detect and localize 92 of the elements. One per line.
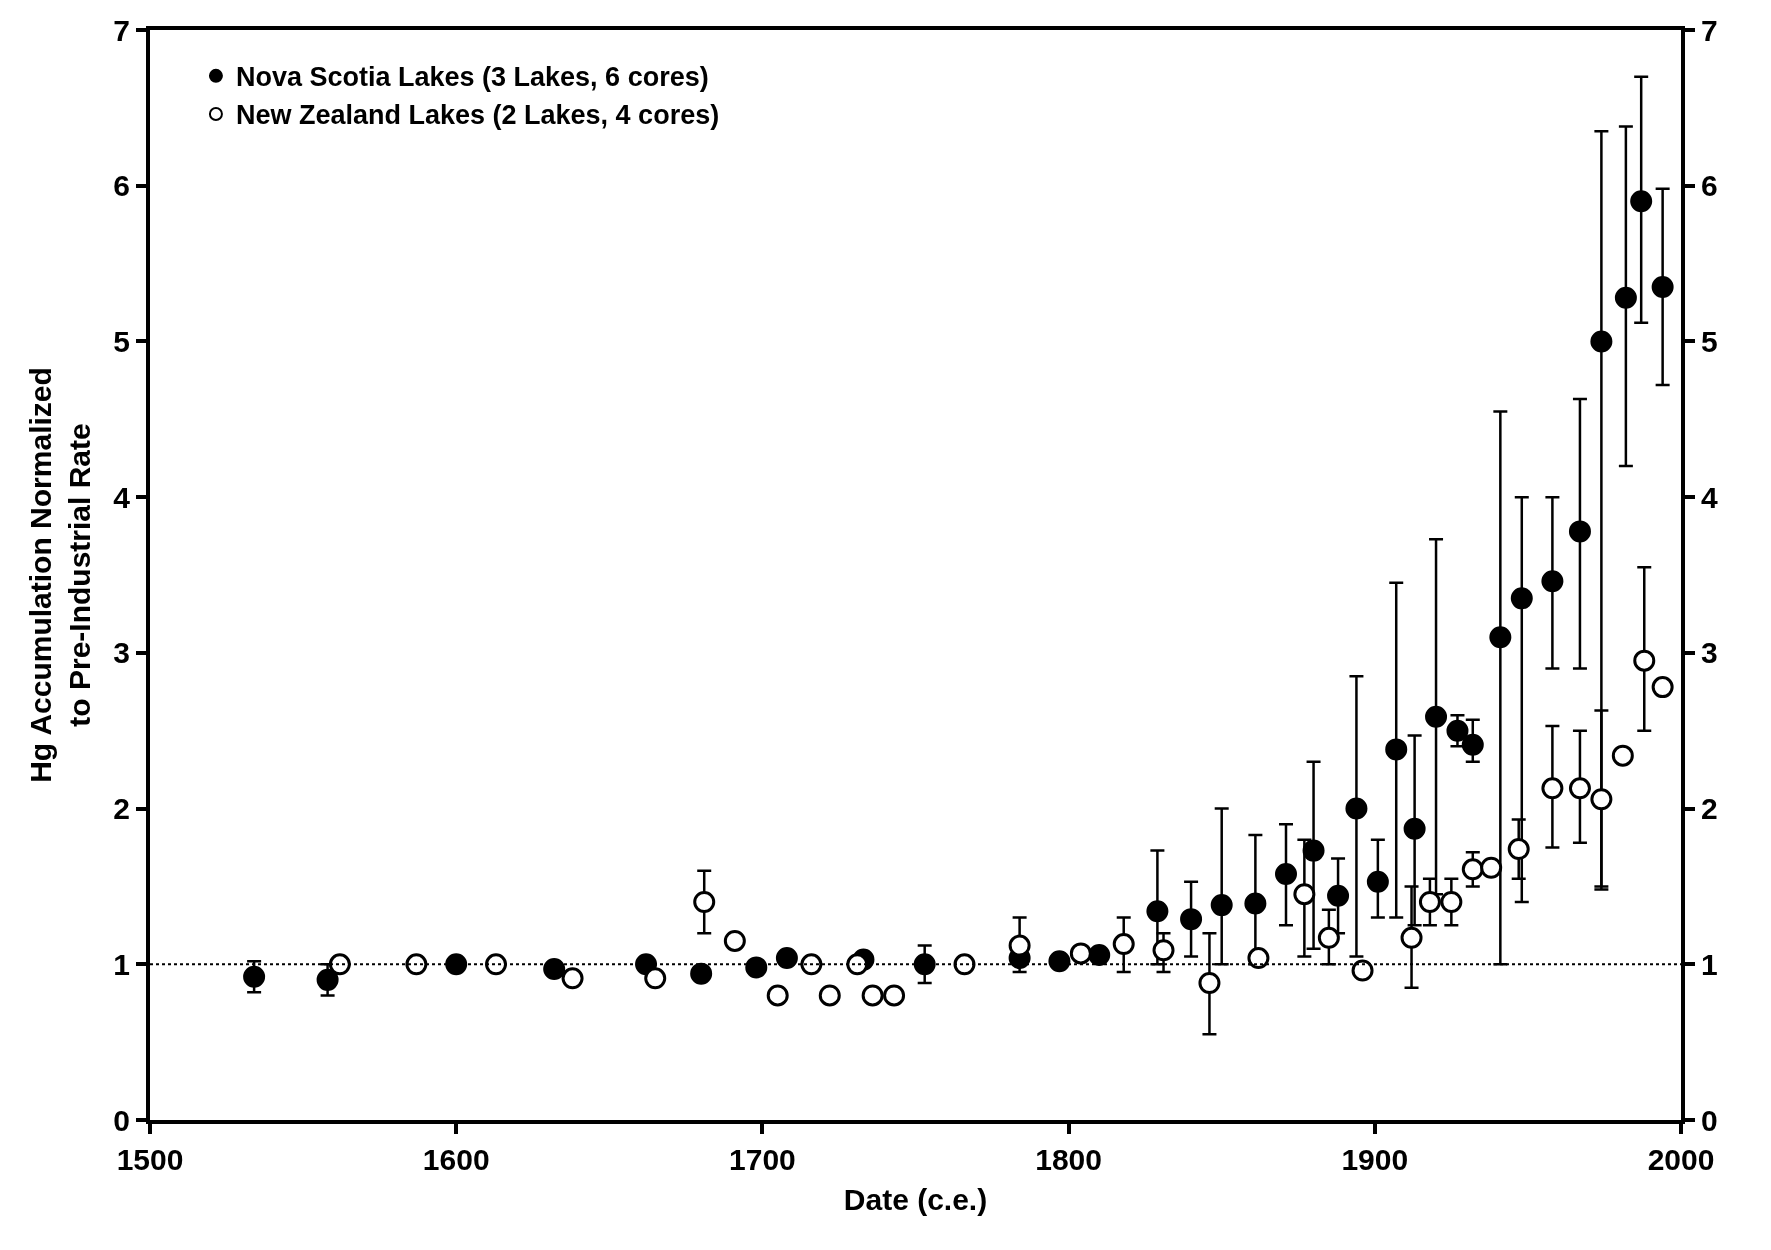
point xyxy=(913,953,936,976)
point xyxy=(1507,838,1530,861)
point xyxy=(1048,950,1071,973)
point xyxy=(1461,733,1484,756)
point xyxy=(1541,570,1564,593)
y-tick-label: 6 xyxy=(113,169,130,203)
point xyxy=(1651,275,1674,298)
point xyxy=(1366,870,1389,893)
point xyxy=(1590,788,1613,811)
point xyxy=(1425,705,1448,728)
point xyxy=(800,953,823,976)
x-tick-label: 1700 xyxy=(729,1143,796,1176)
point xyxy=(1630,190,1653,213)
point xyxy=(485,953,508,976)
x-tick-label: 1800 xyxy=(1035,1143,1102,1176)
point xyxy=(1510,587,1533,610)
point xyxy=(1590,330,1613,353)
point xyxy=(1461,858,1484,881)
point xyxy=(1088,943,1111,966)
point xyxy=(644,967,667,990)
point xyxy=(1400,926,1423,949)
y2-tick-label: 2 xyxy=(1701,792,1718,826)
point xyxy=(543,957,566,980)
point xyxy=(445,953,468,976)
x-tick-label: 1900 xyxy=(1341,1143,1409,1176)
point xyxy=(405,953,428,976)
point xyxy=(1446,719,1469,742)
y-tick-label: 4 xyxy=(113,480,131,514)
point xyxy=(1418,891,1441,913)
legend-label: New Zealand Lakes (2 Lakes, 4 cores) xyxy=(235,100,720,131)
point xyxy=(1210,894,1233,917)
point xyxy=(1403,817,1426,840)
point xyxy=(243,965,266,988)
point xyxy=(1440,891,1463,913)
point xyxy=(1345,797,1368,820)
point xyxy=(1293,883,1316,906)
point xyxy=(1651,676,1674,699)
point xyxy=(1611,744,1634,767)
point xyxy=(883,984,906,1007)
point xyxy=(775,947,798,970)
y2-tick-label: 4 xyxy=(1701,480,1718,514)
point xyxy=(766,984,789,1007)
point xyxy=(1568,777,1591,800)
point xyxy=(1633,649,1656,672)
x-tick-label: 2000 xyxy=(1647,1143,1715,1176)
point xyxy=(1614,286,1637,309)
y2-tick-label: 3 xyxy=(1701,636,1718,670)
x-tick-label: 1600 xyxy=(422,1143,490,1176)
point xyxy=(1480,856,1503,879)
y2-tick-label: 0 xyxy=(1701,1103,1718,1137)
point xyxy=(1327,884,1350,907)
point xyxy=(1112,933,1135,956)
point xyxy=(1247,947,1270,970)
point xyxy=(1568,520,1591,543)
point xyxy=(1317,926,1340,949)
y-tick-label: 2 xyxy=(113,792,130,826)
y-tick-label: 0 xyxy=(113,1103,130,1137)
point xyxy=(1008,934,1031,957)
point xyxy=(1541,777,1564,800)
y-tick-label: 3 xyxy=(113,636,130,670)
y-tick-label: 7 xyxy=(113,13,130,47)
point xyxy=(1180,908,1203,931)
point xyxy=(1152,939,1175,962)
point xyxy=(1385,738,1408,761)
point xyxy=(846,953,869,976)
point xyxy=(1146,900,1169,923)
point xyxy=(745,956,768,979)
point xyxy=(1069,942,1092,965)
y-axis-title: Hg Accumulation Normalized to Pre-Industrial Rate xyxy=(23,367,96,783)
point xyxy=(1351,959,1374,982)
y2-tick-label: 6 xyxy=(1701,169,1718,203)
point xyxy=(953,953,976,976)
point xyxy=(1489,626,1512,649)
point xyxy=(861,984,884,1007)
point xyxy=(1198,971,1221,994)
point xyxy=(561,967,584,990)
y-tick-label: 1 xyxy=(113,947,130,981)
x-tick-label: 1500 xyxy=(116,1143,184,1176)
x-axis-title: Date (c.e.) xyxy=(843,1183,988,1216)
point xyxy=(818,984,841,1007)
legend-label: Nova Scotia Lakes (3 Lakes, 6 cores) xyxy=(235,62,709,93)
point xyxy=(328,953,351,976)
y-tick-label: 5 xyxy=(113,324,130,358)
point xyxy=(1244,892,1267,915)
point xyxy=(690,962,713,985)
y2-tick-label: 1 xyxy=(1701,947,1718,981)
point xyxy=(693,891,716,913)
point xyxy=(316,968,339,991)
y2-tick-label: 7 xyxy=(1701,13,1718,47)
point xyxy=(723,929,746,952)
y2-tick-label: 5 xyxy=(1701,324,1718,358)
point xyxy=(1275,862,1297,885)
